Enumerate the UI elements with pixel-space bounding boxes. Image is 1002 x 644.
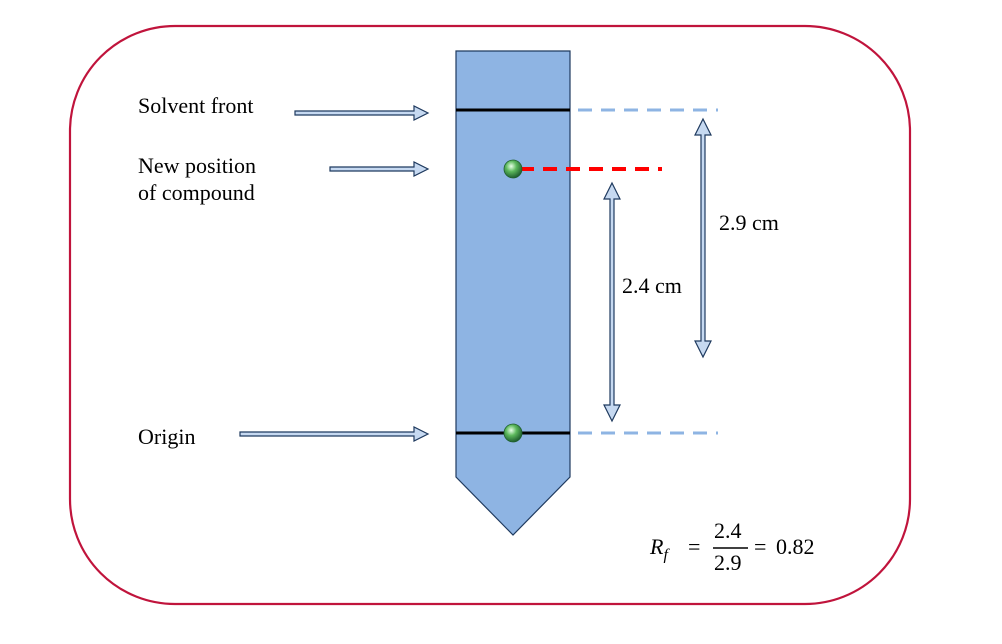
compound-spot-new <box>503 159 523 179</box>
new-position-arrow <box>329 161 430 177</box>
rf-result: 0.82 <box>776 534 815 559</box>
rf-denominator: 2.9 <box>714 550 742 575</box>
diagram-frame <box>68 24 912 606</box>
rf-symbol: Rf <box>650 534 668 564</box>
solvent-distance-arrow <box>694 117 712 359</box>
compound-spot-origin <box>503 423 523 443</box>
new-position-label-line2: of compound <box>138 180 255 205</box>
tlc-plate-strip <box>455 50 571 536</box>
rf-subscript: f <box>663 546 668 564</box>
solvent-distance-label: 2.9 cm <box>719 210 779 235</box>
origin-label: Origin <box>138 424 196 449</box>
compound-distance-label: 2.4 cm <box>622 273 682 298</box>
origin-arrow <box>239 426 430 442</box>
rf-equals-sign-2: = <box>754 534 767 559</box>
compound-distance-arrow <box>603 181 621 423</box>
solvent-front-arrow <box>294 105 430 121</box>
new-position-label-line1: New position <box>138 153 256 178</box>
solvent-front-label: Solvent front <box>138 93 254 118</box>
rf-numerator: 2.4 <box>714 518 742 543</box>
rf-equals-sign: = <box>688 534 701 559</box>
